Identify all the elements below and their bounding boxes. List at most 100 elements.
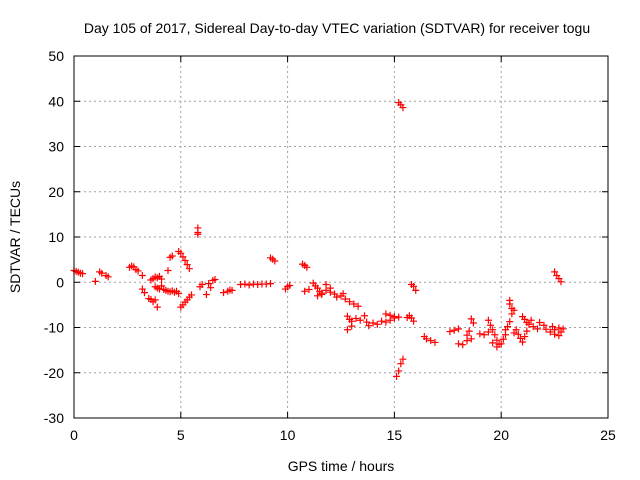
data-point [158, 275, 166, 283]
data-point [493, 336, 501, 344]
data-point [521, 333, 529, 341]
data-point [397, 360, 405, 368]
data-point [194, 230, 202, 238]
data-point [514, 330, 522, 338]
data-point [497, 340, 505, 348]
data-point [343, 326, 351, 334]
data-point [164, 266, 172, 274]
x-tick-label: 15 [387, 427, 403, 443]
data-point [410, 282, 418, 290]
data-point [422, 335, 430, 343]
data-point [395, 313, 403, 321]
y-tick-label: 0 [56, 274, 64, 290]
data-point [333, 293, 341, 301]
data-point [551, 326, 559, 334]
data-point [454, 325, 462, 333]
data-point [382, 318, 390, 326]
data-point [140, 289, 148, 297]
x-tick-label: 0 [70, 427, 78, 443]
data-point [158, 282, 166, 290]
data-point [427, 337, 435, 345]
data-point [198, 281, 206, 289]
data-point [399, 355, 407, 363]
data-point [382, 310, 390, 318]
data-point [489, 339, 497, 347]
data-point [395, 367, 403, 375]
data-point [339, 290, 347, 298]
data-point [356, 316, 364, 324]
data-point [523, 319, 531, 327]
data-point [318, 289, 326, 297]
data-point [271, 257, 279, 265]
data-point [187, 291, 195, 299]
data-point [91, 277, 99, 285]
data-point [168, 252, 176, 260]
data-point [211, 276, 219, 284]
data-point [546, 328, 554, 336]
data-point [286, 281, 294, 289]
data-point [501, 331, 509, 339]
data-point [314, 292, 322, 300]
y-axis-label: SDTVAR / TECUs [7, 181, 23, 293]
data-point [504, 323, 512, 331]
y-tick-label: 10 [48, 229, 64, 245]
data-point [228, 286, 236, 294]
x-tick-label: 10 [280, 427, 296, 443]
x-axis-label: GPS time / hours [288, 458, 395, 474]
data-point [177, 249, 185, 257]
data-point [484, 316, 492, 324]
data-point [134, 267, 142, 275]
data-point [536, 319, 544, 327]
data-point [185, 265, 193, 273]
data-point [207, 284, 215, 292]
data-point [386, 311, 394, 319]
data-point [512, 326, 520, 334]
y-tick-label: 20 [48, 184, 64, 200]
data-point [363, 318, 371, 326]
x-tick-label: 5 [177, 427, 185, 443]
data-point [508, 310, 516, 318]
data-point [241, 280, 249, 288]
data-point [346, 298, 354, 306]
data-point [179, 253, 187, 261]
data-point [373, 320, 381, 328]
data-point [469, 319, 477, 327]
data-point [326, 284, 334, 292]
grid-layer [74, 56, 608, 418]
data-point [487, 321, 495, 329]
data-point [348, 322, 356, 330]
data-point [202, 290, 210, 298]
data-point [431, 338, 439, 346]
data-point [98, 269, 106, 277]
data-point [341, 295, 349, 303]
data-point [506, 300, 514, 308]
data-point [153, 303, 161, 311]
data-point [138, 285, 146, 293]
data-point [499, 335, 507, 343]
data-point [354, 302, 362, 310]
data-point [412, 286, 420, 294]
data-point [350, 300, 358, 308]
data-point [378, 317, 386, 325]
y-tick-label: 30 [48, 139, 64, 155]
y-tick-label: 50 [48, 48, 64, 64]
data-point [181, 257, 189, 265]
points-layer [70, 99, 567, 380]
data-point [138, 271, 146, 279]
data-point [510, 306, 518, 314]
data-point [175, 290, 183, 298]
data-point [555, 332, 563, 340]
x-tick-label: 25 [600, 427, 616, 443]
data-point [205, 280, 213, 288]
data-point [559, 325, 567, 333]
data-point [450, 326, 458, 334]
data-point [534, 325, 542, 333]
y-tick-label: -20 [44, 365, 64, 381]
y-tick-label: -30 [44, 410, 64, 426]
data-point [305, 285, 313, 293]
data-point [506, 318, 514, 326]
data-point [529, 323, 537, 331]
data-point [267, 280, 275, 288]
data-point [476, 330, 484, 338]
